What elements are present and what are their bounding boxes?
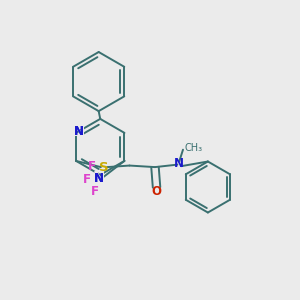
Text: N: N — [174, 157, 184, 169]
Text: S: S — [99, 160, 109, 174]
Text: F: F — [82, 173, 91, 186]
Text: N: N — [74, 124, 83, 137]
Text: N: N — [94, 172, 104, 185]
Text: N: N — [93, 171, 106, 186]
Text: CH₃: CH₃ — [184, 142, 203, 152]
Text: N: N — [72, 124, 85, 139]
Text: N: N — [94, 172, 104, 185]
Text: F: F — [88, 160, 96, 173]
Text: O: O — [152, 184, 162, 198]
Text: N: N — [74, 124, 83, 137]
Text: F: F — [91, 185, 99, 199]
